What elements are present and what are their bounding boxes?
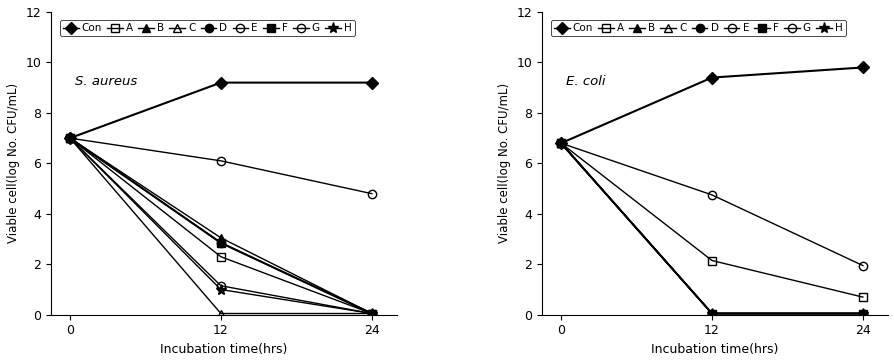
Legend: Con, A, B, C, D, E, F, G, H: Con, A, B, C, D, E, F, G, H: [550, 20, 845, 36]
Text: S. aureus: S. aureus: [75, 75, 138, 87]
X-axis label: Incubation time(hrs): Incubation time(hrs): [651, 343, 778, 356]
Text: E. coli: E. coli: [566, 75, 605, 87]
Legend: Con, A, B, C, D, E, F, G, H: Con, A, B, C, D, E, F, G, H: [60, 20, 354, 36]
Y-axis label: Viable cell(log No. CFU/mL): Viable cell(log No. CFU/mL): [497, 83, 510, 244]
X-axis label: Incubation time(hrs): Incubation time(hrs): [160, 343, 287, 356]
Y-axis label: Viable cell(log No. CFU/mL): Viable cell(log No. CFU/mL): [7, 83, 20, 244]
